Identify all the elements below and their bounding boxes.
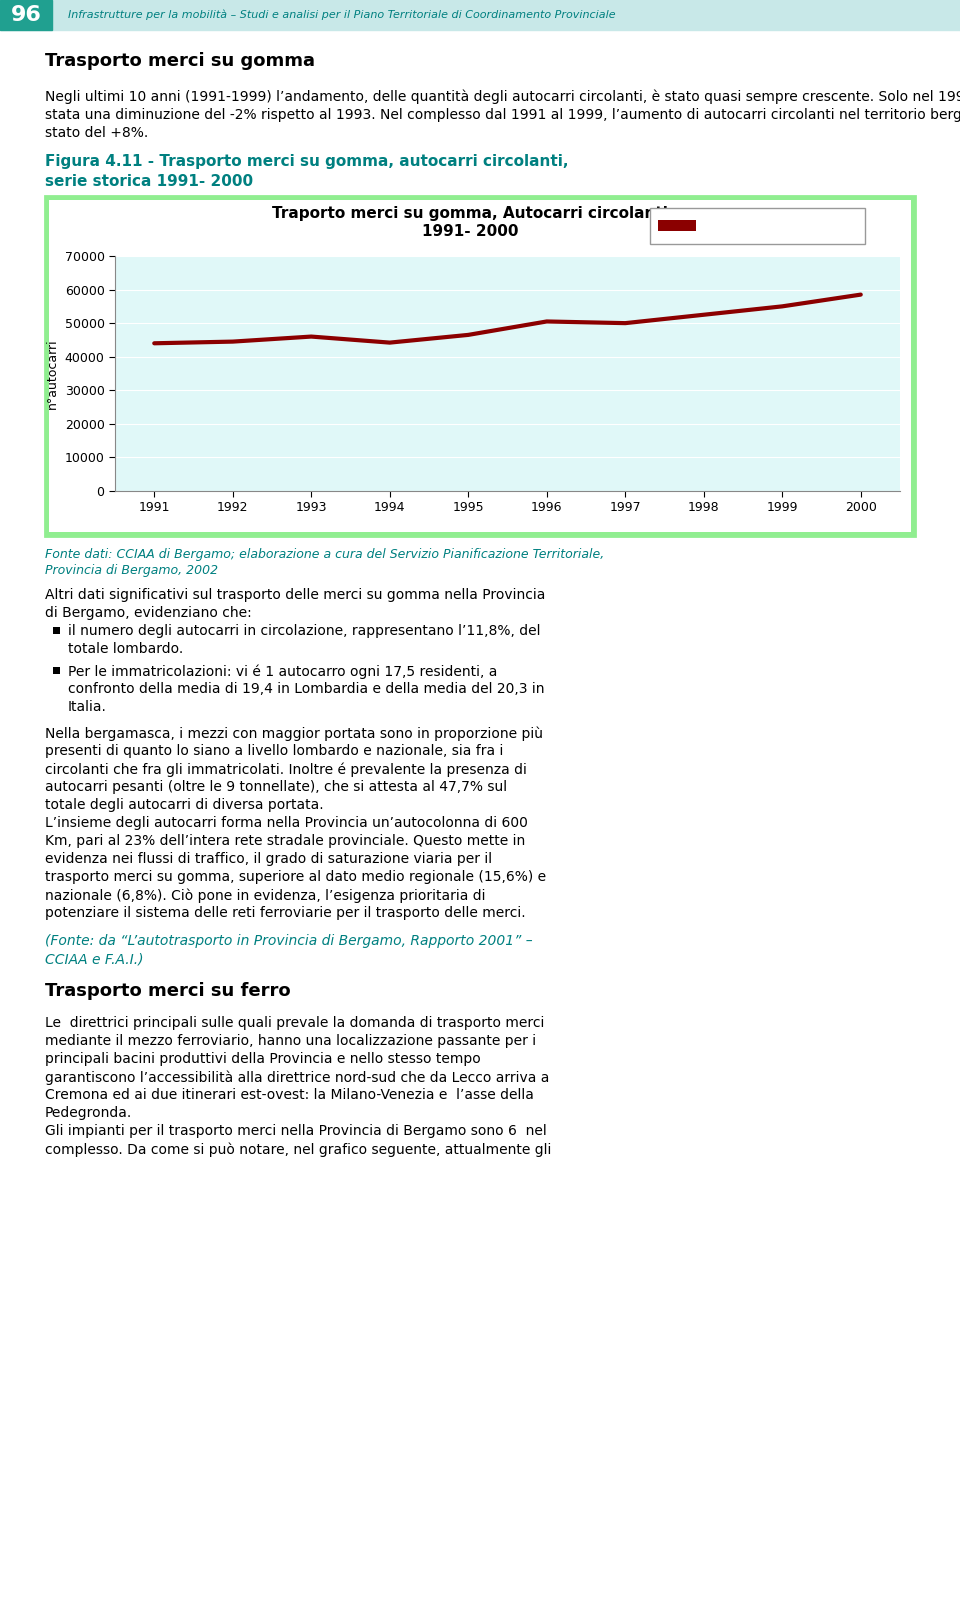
- Text: autocarri circolanti: autocarri circolanti: [702, 217, 820, 230]
- Text: stata una diminuzione del -2% rispetto al 1993. Nel complesso dal 1991 al 1999, : stata una diminuzione del -2% rispetto a…: [45, 108, 960, 122]
- Bar: [0, 0, 960, 31]
- Text: nazionale (6,8%). Ciò pone in evidenza, l’esigenza prioritaria di: nazionale (6,8%). Ciò pone in evidenza, …: [45, 889, 486, 903]
- Text: il numero degli autocarri in circolazione, rappresentano l’11,8%, del: il numero degli autocarri in circolazion…: [68, 625, 540, 638]
- Bar: [53, 626, 60, 634]
- Bar: [0, 0, 52, 31]
- Text: Cremona ed ai due itinerari est-ovest: la Milano-Venezia e  l’asse della: Cremona ed ai due itinerari est-ovest: l…: [45, 1088, 534, 1101]
- Text: confronto della media di 19,4 in Lombardia e della media del 20,3 in: confronto della media di 19,4 in Lombard…: [68, 683, 544, 696]
- Text: Infrastrutture per la mobilità – Studi e analisi per il Piano Territoriale di Co: Infrastrutture per la mobilità – Studi e…: [68, 10, 615, 21]
- Text: Negli ultimi 10 anni (1991-1999) l’andamento, delle quantità degli autocarri cir: Negli ultimi 10 anni (1991-1999) l’andam…: [45, 90, 960, 105]
- Text: serie storica 1991- 2000: serie storica 1991- 2000: [45, 174, 253, 188]
- Text: Nella bergamasca, i mezzi con maggior portata sono in proporzione più: Nella bergamasca, i mezzi con maggior po…: [45, 726, 543, 741]
- Text: circolanti che fra gli immatricolati. Inoltre é prevalente la presenza di: circolanti che fra gli immatricolati. In…: [45, 762, 527, 776]
- Text: Pedegronda.: Pedegronda.: [45, 1106, 132, 1121]
- Text: Italia.: Italia.: [68, 700, 107, 713]
- Text: 1991- 2000: 1991- 2000: [421, 224, 518, 238]
- Text: Altri dati significativi sul trasporto delle merci su gomma nella Provincia: Altri dati significativi sul trasporto d…: [45, 588, 545, 602]
- Bar: [45, 196, 915, 536]
- Text: potenziare il sistema delle reti ferroviarie per il trasporto delle merci.: potenziare il sistema delle reti ferrovi…: [45, 906, 526, 919]
- Text: CCIAA e F.A.I.): CCIAA e F.A.I.): [45, 952, 143, 966]
- Bar: [650, 208, 865, 245]
- Text: Per le immatricolazioni: vi é 1 autocarro ogni 17,5 residenti, a: Per le immatricolazioni: vi é 1 autocarr…: [68, 663, 497, 678]
- Text: di Bergamo, evidenziano che:: di Bergamo, evidenziano che:: [45, 605, 252, 620]
- Text: 96: 96: [11, 5, 41, 26]
- Bar: [49, 200, 911, 531]
- Text: trasporto merci su gomma, superiore al dato medio regionale (15,6%) e: trasporto merci su gomma, superiore al d…: [45, 869, 546, 884]
- Text: mediante il mezzo ferroviario, hanno una localizzazione passante per i: mediante il mezzo ferroviario, hanno una…: [45, 1034, 536, 1048]
- Bar: [53, 667, 60, 675]
- Y-axis label: n°autocarri: n°autocarri: [46, 338, 59, 409]
- Text: totale degli autocarri di diversa portata.: totale degli autocarri di diversa portat…: [45, 799, 324, 811]
- Text: Fonte dati: CCIAA di Bergamo; elaborazione a cura del Servizio Pianificazione Te: Fonte dati: CCIAA di Bergamo; elaborazio…: [45, 547, 604, 560]
- Text: principali bacini produttivi della Provincia e nello stesso tempo: principali bacini produttivi della Provi…: [45, 1051, 481, 1066]
- Text: stato del +8%.: stato del +8%.: [45, 126, 148, 140]
- Text: Traporto merci su gomma, Autocarri circolanti: Traporto merci su gomma, Autocarri circo…: [272, 206, 668, 221]
- Bar: [658, 221, 696, 230]
- Text: Figura 4.11 - Trasporto merci su gomma, autocarri circolanti,: Figura 4.11 - Trasporto merci su gomma, …: [45, 155, 568, 169]
- Text: Gli impianti per il trasporto merci nella Provincia di Bergamo sono 6  nel: Gli impianti per il trasporto merci nell…: [45, 1124, 547, 1138]
- Text: Trasporto merci su ferro: Trasporto merci su ferro: [45, 982, 291, 1000]
- Text: Km, pari al 23% dell’intera rete stradale provinciale. Questo mette in: Km, pari al 23% dell’intera rete stradal…: [45, 834, 525, 848]
- Text: evidenza nei flussi di traffico, il grado di saturazione viaria per il: evidenza nei flussi di traffico, il grad…: [45, 852, 492, 866]
- Text: L’insieme degli autocarri forma nella Provincia un’autocolonna di 600: L’insieme degli autocarri forma nella Pr…: [45, 816, 528, 831]
- Text: totale lombardo.: totale lombardo.: [68, 642, 183, 655]
- Text: presenti di quanto lo siano a livello lombardo e nazionale, sia fra i: presenti di quanto lo siano a livello lo…: [45, 744, 503, 758]
- Text: Le  direttrici principali sulle quali prevale la domanda di trasporto merci: Le direttrici principali sulle quali pre…: [45, 1016, 544, 1030]
- Text: complesso. Da come si può notare, nel grafico seguente, attualmente gli: complesso. Da come si può notare, nel gr…: [45, 1141, 551, 1156]
- Text: Trasporto merci su gomma: Trasporto merci su gomma: [45, 52, 315, 69]
- Text: (Fonte: da “L’autotrasporto in Provincia di Bergamo, Rapporto 2001” –: (Fonte: da “L’autotrasporto in Provincia…: [45, 934, 533, 948]
- Text: garantiscono l’accessibilità alla direttrice nord-sud che da Lecco arriva a: garantiscono l’accessibilità alla dirett…: [45, 1071, 549, 1085]
- Text: autocarri pesanti (oltre le 9 tonnellate), che si attesta al 47,7% sul: autocarri pesanti (oltre le 9 tonnellate…: [45, 779, 507, 794]
- Text: Provincia di Bergamo, 2002: Provincia di Bergamo, 2002: [45, 564, 218, 576]
